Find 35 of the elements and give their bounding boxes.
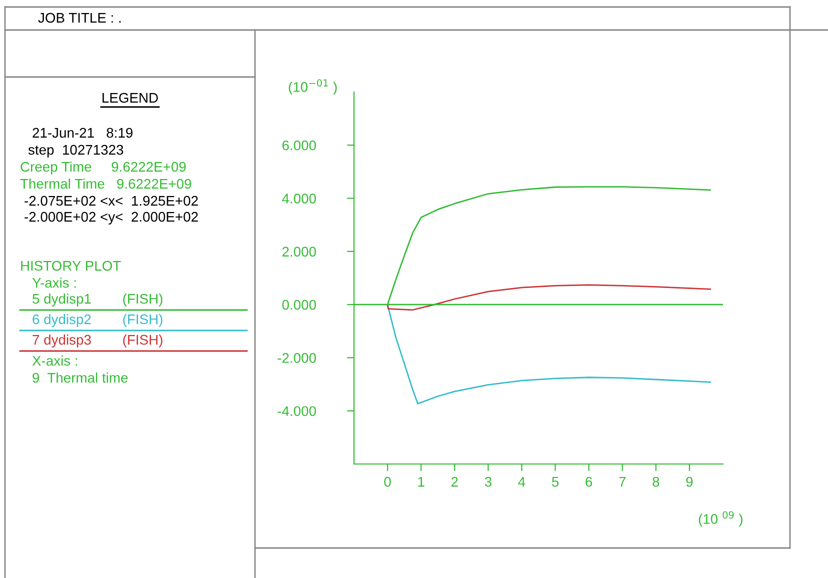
x-tick-label: 0	[384, 476, 391, 487]
x-tick-label: 1	[418, 477, 424, 487]
text: 6 dydisp2 (FISH)	[32, 314, 162, 327]
line-series	[386, 304, 712, 404]
x-tick-label: 4	[518, 477, 526, 487]
text: 7 dydisp3 (FISH)	[32, 334, 162, 348]
text: 21-Jun-21 8:19	[32, 128, 132, 138]
text: X-axis :	[32, 356, 78, 366]
text: HISTORY PLOT	[21, 260, 121, 271]
y-tick-label: 2.000	[282, 246, 316, 257]
y-tick-label: -2.000	[278, 353, 316, 363]
text: 5 dydisp1 (FISH)	[32, 294, 162, 306]
text: Y-axis :	[32, 278, 76, 288]
x-tick-label: 6	[586, 476, 592, 487]
x-tick-label: 7	[619, 477, 626, 487]
y-tick-label: -4.000	[278, 406, 316, 416]
text: JOB TITLE : .	[38, 12, 121, 23]
text: -2.075E+02 <x< 1.925E+02	[24, 196, 198, 206]
x-tick-label: 8	[652, 476, 660, 487]
x-tick-label: 9	[686, 476, 693, 487]
text: LEGEND	[102, 92, 158, 103]
text: Creep Time 9.6222E+09	[20, 162, 186, 174]
y-tick-label: 4.000	[282, 194, 316, 204]
x-axis-title: (10 $^{09}$ )	[698, 511, 742, 527]
text: step 10271323	[28, 144, 124, 158]
line-series	[386, 284, 712, 311]
text: Thermal Time 9.6222E+09	[20, 178, 192, 189]
text: 9 Thermal time	[32, 372, 128, 383]
x-tick-label: 3	[484, 476, 492, 487]
y-tick-label: 0.000	[282, 300, 316, 310]
x-tick-label: 5	[552, 477, 559, 487]
x-tick-label: 2	[451, 476, 458, 487]
y-tick-label: 6.000	[282, 140, 316, 150]
text: -2.000E+02 <y< 2.000E+02	[24, 212, 198, 224]
y-axis-title: (10$^{−01}$ )	[288, 79, 337, 95]
